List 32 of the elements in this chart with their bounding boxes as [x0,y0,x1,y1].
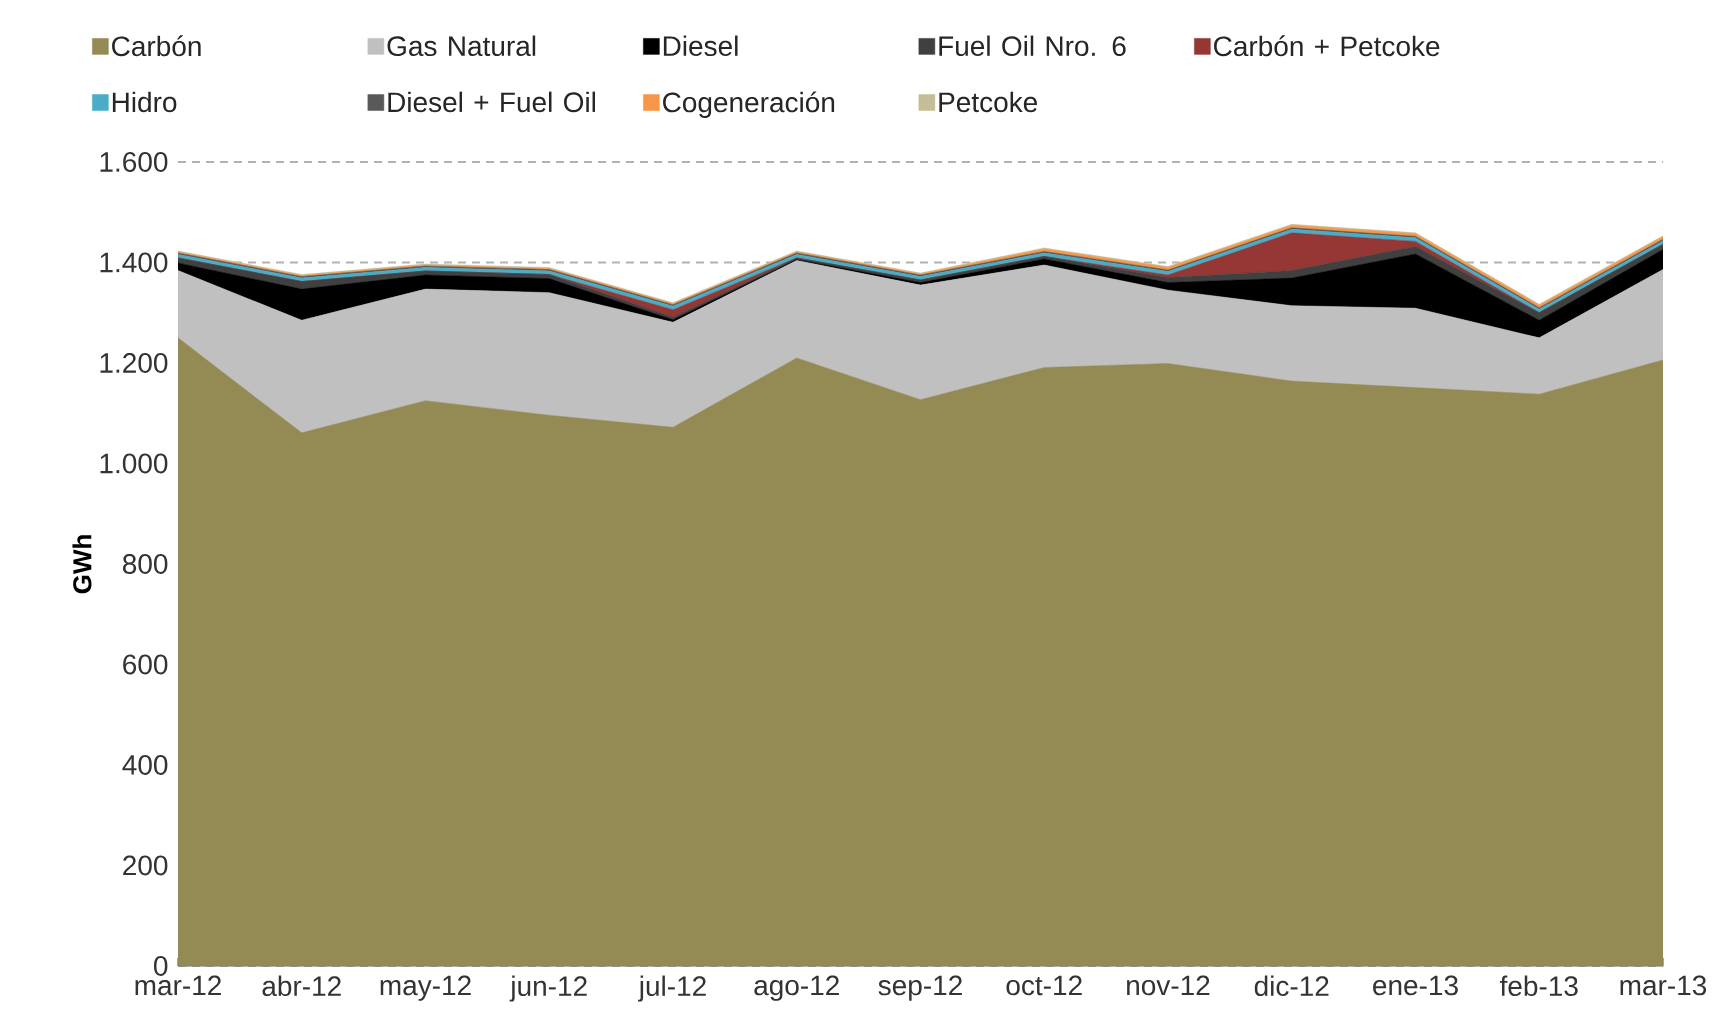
y-tick-label: 400 [122,755,168,775]
y-tick-label: 1.600 [100,152,168,172]
legend-label: Gas Natural [387,35,536,57]
x-tick-label: sep-12 [878,975,962,1001]
legend-label: Petcoke [939,91,1038,113]
x-tick-label: may-12 [380,975,471,1001]
x-tick-label: jul-12 [638,975,706,1002]
x-tick-label: feb-13 [1499,975,1578,997]
legend-label: Cogeneración [663,91,835,118]
y-tick-label: 1.200 [100,353,168,373]
legend-label: Carbón + Petcoke [1214,35,1440,57]
legend-label: Diesel + Fuel Oil [388,91,596,113]
x-tick-label: mar-13 [1620,975,1707,996]
legend-label: Hidro [112,91,177,113]
y-tick-label: 200 [123,855,168,876]
x-tick-label: mar-12 [135,975,221,996]
y-tick-label: 1.000 [100,453,168,474]
x-tick-label: oct-12 [1006,975,1082,996]
x-tick-label: abr-12 [262,975,341,997]
y-tick-label: 1.400 [100,252,168,273]
legend-label: Fuel Oil Nro. 6 [939,35,1126,57]
y-tick-label: 600 [123,654,168,675]
x-tick-label: jun-12 [509,975,587,1002]
x-tick-label: nov-12 [1127,975,1210,996]
x-tick-label: ene-13 [1373,975,1458,996]
x-tick-label: ago-12 [754,975,839,1001]
legend-label: Diesel [663,35,738,57]
y-axis-title: GWh [72,535,92,594]
x-tick-label: dic-12 [1254,975,1329,997]
y-tick-label: 800 [122,554,168,574]
y-tick-label: 0 [154,956,168,976]
legend-label: Carbón [112,35,201,57]
